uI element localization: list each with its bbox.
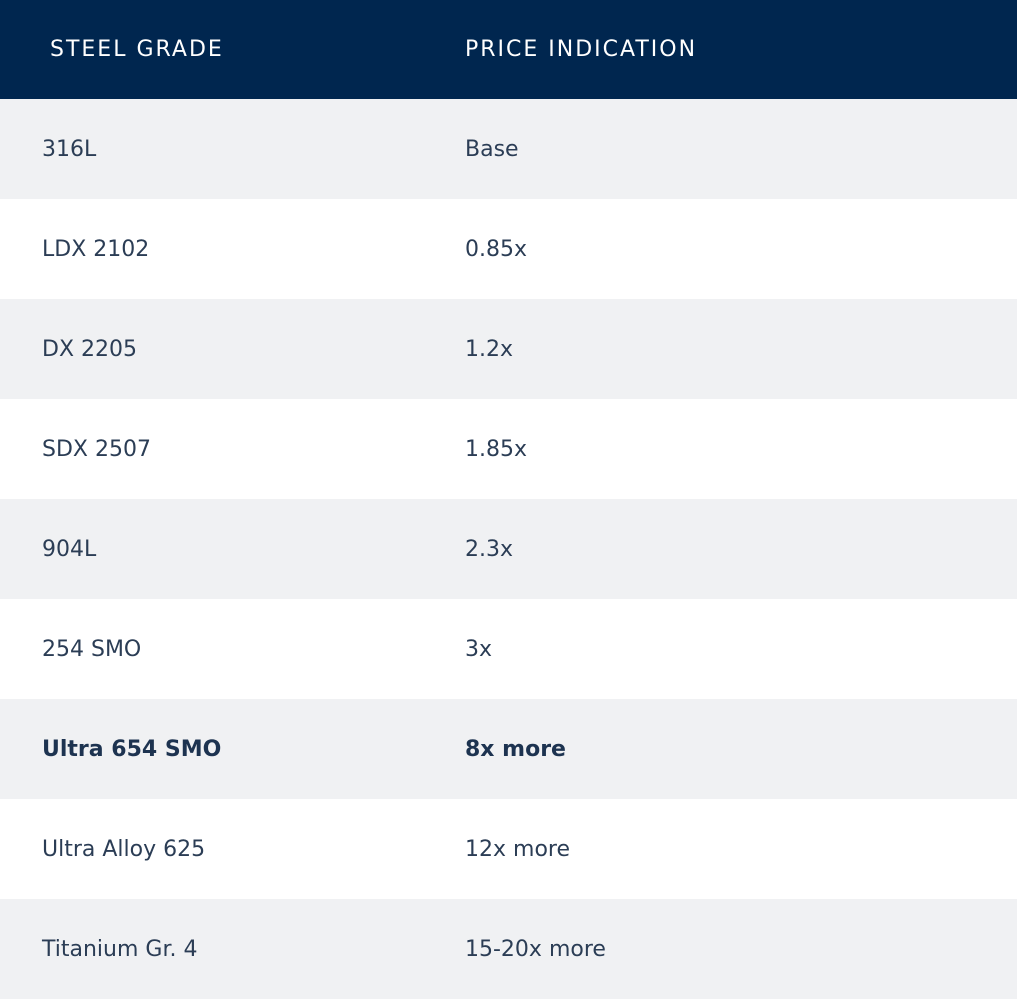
table-cell: Ultra Alloy 625 (42, 836, 206, 862)
table-row: Ultra Alloy 625 12x more (0, 799, 1017, 899)
table-cell: Ultra 654 SMO (42, 736, 222, 762)
table-row: 316L Base (0, 99, 1017, 199)
header-cell: STEEL GRADE (50, 37, 224, 62)
table-row: 904L 2.3x (0, 499, 1017, 599)
table-cell: 3x (465, 636, 493, 662)
table-row: 254 SMO 3x (0, 599, 1017, 699)
table-cell: 254 SMO (42, 636, 142, 662)
table-cell: Base (465, 136, 519, 162)
table-cell: 2.3x (465, 536, 514, 562)
table-row: LDX 2102 0.85x (0, 199, 1017, 299)
table-cell: 316L (42, 136, 97, 162)
header-cell: PRICE INDICATION (465, 37, 698, 62)
table-cell: 8x more (465, 736, 566, 762)
table-header: STEEL GRADE PRICE INDICATION (0, 0, 1017, 99)
table-row: Titanium Gr. 4 15-20x more (0, 899, 1017, 999)
table-cell: 15-20x more (465, 936, 606, 962)
table-row: Ultra 654 SMO 8x more (0, 699, 1017, 799)
table-cell: 1.2x (465, 336, 514, 362)
table-cell: 1.85x (465, 436, 528, 462)
table-row: SDX 2507 1.85x (0, 399, 1017, 499)
table-cell: 0.85x (465, 236, 528, 262)
table-cell: 12x more (465, 836, 570, 862)
table-cell: SDX 2507 (42, 436, 151, 462)
table-cell: DX 2205 (42, 336, 137, 362)
table-cell: 904L (42, 536, 97, 562)
table-cell: LDX 2102 (42, 236, 150, 262)
table-row: DX 2205 1.2x (0, 299, 1017, 399)
table-cell: Titanium Gr. 4 (42, 936, 198, 962)
